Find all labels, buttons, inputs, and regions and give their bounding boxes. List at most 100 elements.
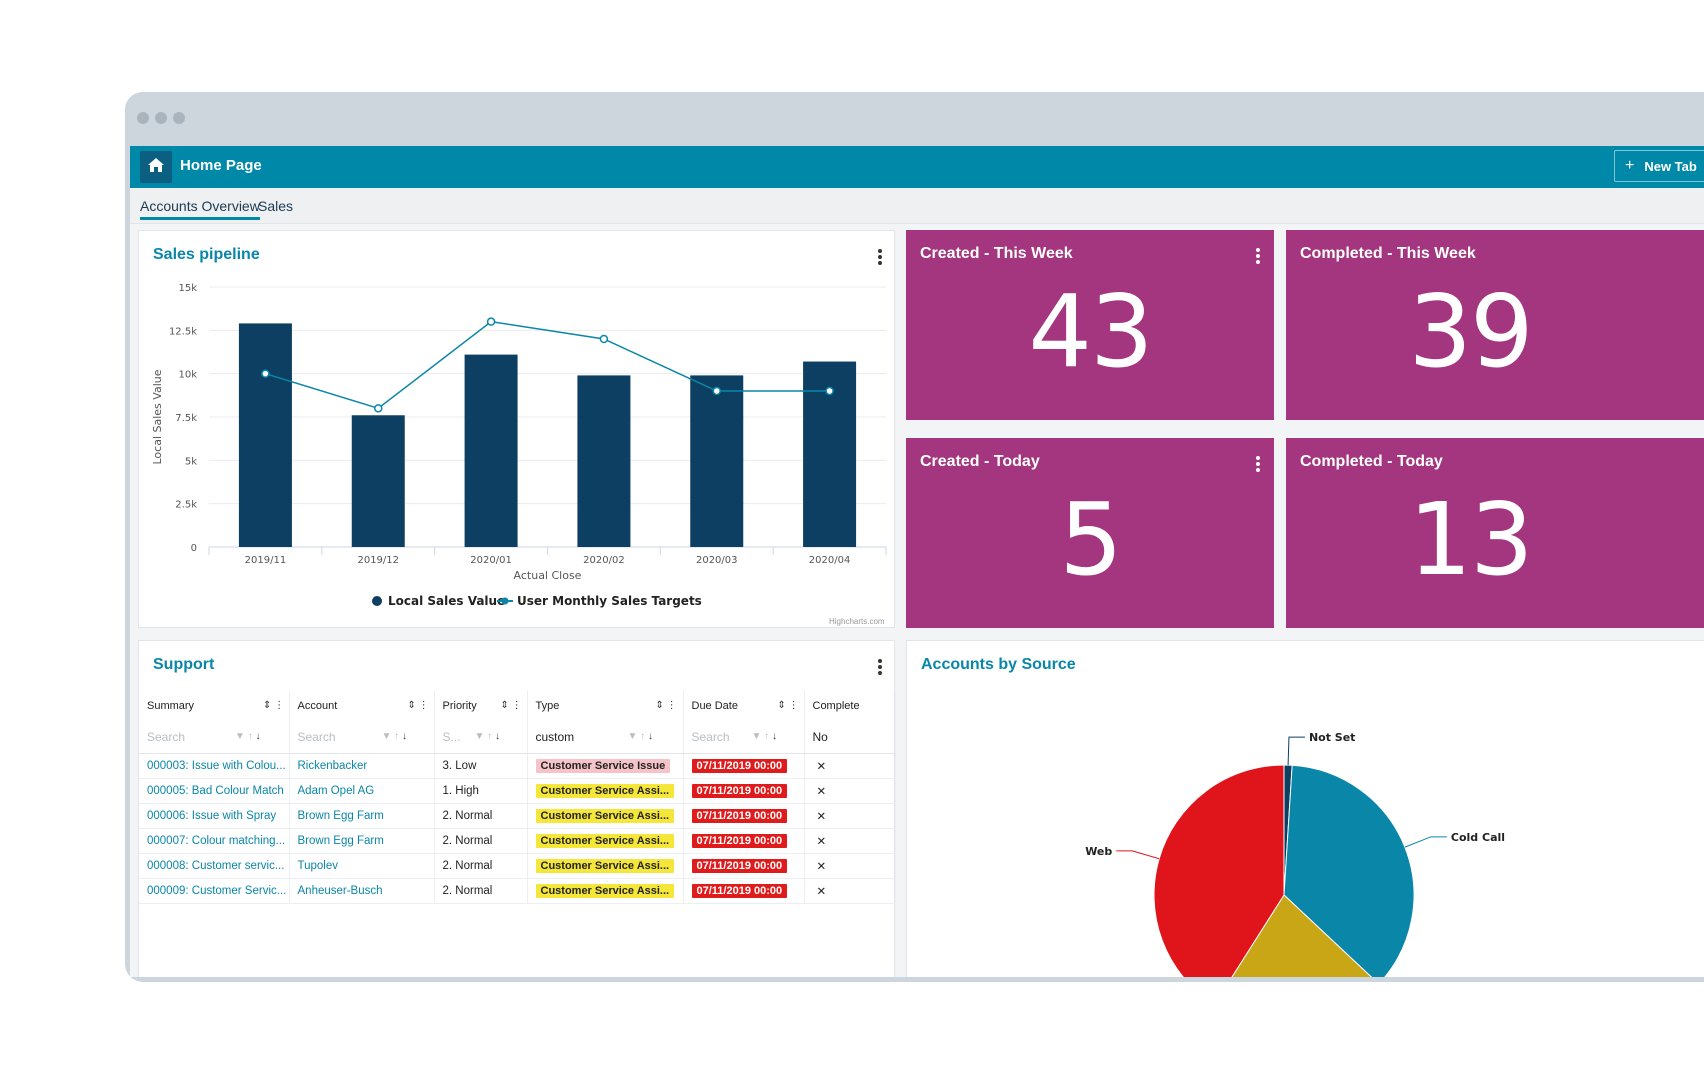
sort-icon[interactable]: ⇕ ⋮ (655, 700, 677, 711)
window-dot-maximize[interactable] (173, 112, 185, 124)
support-title: Support (153, 656, 215, 673)
filter-account[interactable]: Search ▼ ↑ ↓ (289, 721, 435, 754)
type-badge: Customer Service Assi... (535, 833, 675, 848)
cell-complete: ✕ (804, 803, 896, 829)
filter-icon[interactable]: ▼ ↑ ↓ (381, 731, 407, 742)
filter-icon[interactable]: ▼ ↑ ↓ (235, 731, 261, 742)
cell-priority: 3. Low (434, 753, 528, 779)
home-button[interactable] (140, 151, 172, 183)
table-row[interactable]: 000007: Colour matching... Brown Egg Far… (139, 828, 896, 854)
new-tab-label: New Tab (1644, 158, 1697, 174)
sales-pipeline-panel: Sales pipeline 0 2.5k 5k 7.5k 10k 12.5k 15k 201… (138, 230, 895, 628)
cell-due-date: 07/11/2019 00:00 (683, 853, 805, 879)
filter-priority[interactable]: S... ▼ ↑ ↓ (434, 721, 528, 754)
tile-created-today[interactable]: Created - Today 5 (906, 438, 1274, 628)
column-header-account[interactable]: Account ⇕ ⋮ (289, 691, 435, 721)
cell-due-date: 07/11/2019 00:00 (683, 828, 805, 854)
cell-account[interactable]: Brown Egg Farm (289, 803, 435, 829)
plus-icon: + (1625, 157, 1635, 174)
cell-account[interactable]: Adam Opel AG (289, 778, 435, 804)
y-tick-label: 10k (178, 370, 197, 381)
y-tick-label: 15k (178, 283, 197, 294)
table-row[interactable]: 000006: Issue with Spray Brown Egg Farm … (139, 803, 896, 829)
tile-title: Completed - Today (1300, 453, 1443, 470)
x-tick-label: 2020/04 (809, 555, 851, 566)
column-header-type[interactable]: Type ⇕ ⋮ (527, 691, 684, 721)
legend-marker-point (501, 597, 509, 605)
type-badge: Customer Service Assi... (535, 783, 675, 798)
tile-title: Created - Today (920, 453, 1040, 470)
window-dot-close[interactable] (137, 112, 149, 124)
browser-window: Home Page + New Tab Accounts Overview Sa… (125, 92, 1704, 982)
sales-pipeline-menu-icon[interactable] (878, 249, 882, 267)
tile-menu-icon[interactable] (1256, 248, 1260, 266)
table-row[interactable]: 000009: Customer Servic... Anheuser-Busc… (139, 878, 896, 904)
tile-created-this-week[interactable]: Created - This Week 43 (906, 230, 1274, 420)
cell-complete: ✕ (804, 778, 896, 804)
bar (238, 323, 292, 547)
tile-completed-this-week[interactable]: Completed - This Week 39 (1286, 230, 1704, 420)
sort-icon[interactable]: ⇕ ⋮ (777, 700, 799, 711)
table-row[interactable]: 000008: Customer servic... Tupolev 2. No… (139, 853, 896, 879)
target-point (486, 317, 496, 326)
cell-type: Customer Service Assi... (527, 803, 684, 829)
due-date-badge: 07/11/2019 00:00 (691, 858, 788, 873)
cell-summary[interactable]: 000005: Bad Colour Match (139, 778, 290, 804)
filter-complete[interactable]: No (804, 721, 896, 754)
legend-marker-bar (372, 596, 382, 606)
cell-type: Customer Service Issue (527, 753, 684, 779)
cell-summary[interactable]: 000006: Issue with Spray (139, 803, 290, 829)
filter-icon[interactable]: ▼ ↑ ↓ (627, 731, 653, 742)
cell-type: Customer Service Assi... (527, 878, 684, 904)
window-dot-minimize[interactable] (155, 112, 167, 124)
cell-due-date: 07/11/2019 00:00 (683, 778, 805, 804)
cell-complete: ✕ (804, 853, 896, 879)
filter-icon[interactable]: ▼ ↑ ↓ (751, 731, 777, 742)
support-menu-icon[interactable] (878, 659, 882, 677)
cell-account[interactable]: Tupolev (289, 853, 435, 879)
pie-slice (1231, 894, 1373, 977)
column-header-summary[interactable]: Summary ⇕ ⋮ (139, 691, 290, 721)
filter-icon[interactable]: ▼ ↑ ↓ (474, 731, 500, 742)
type-badge: Customer Service Assi... (535, 883, 675, 898)
table-row[interactable]: 000005: Bad Colour Match Adam Opel AG 1.… (139, 778, 896, 804)
cell-summary[interactable]: 000007: Colour matching... (139, 828, 290, 854)
pie-connector (1116, 850, 1160, 860)
tile-completed-today[interactable]: Completed - Today 13 (1286, 438, 1704, 628)
cell-due-date: 07/11/2019 00:00 (683, 753, 805, 779)
pie-slice (1283, 764, 1415, 977)
target-point (374, 404, 383, 413)
cell-account[interactable]: Brown Egg Farm (289, 828, 435, 854)
tile-menu-icon[interactable] (1256, 456, 1260, 474)
filter-type[interactable]: custom ▼ ↑ ↓ (527, 721, 684, 754)
top-bar: Home Page + New Tab (130, 146, 1704, 188)
cell-type: Customer Service Assi... (527, 778, 684, 804)
subtab-bar: Accounts Overview Sales (130, 188, 1704, 224)
cell-due-date: 07/11/2019 00:00 (683, 878, 805, 904)
x-tick-label: 2020/03 (696, 555, 738, 566)
filter-summary[interactable]: Search ▼ ↑ ↓ (139, 721, 290, 754)
cell-complete: ✕ (804, 828, 896, 854)
tab-accounts-overview[interactable]: Accounts Overview (140, 198, 260, 220)
table-row[interactable]: 000003: Issue with Colou... Rickenbacker… (139, 753, 896, 779)
cell-summary[interactable]: 000008: Customer servic... (139, 853, 290, 879)
table-header-row: Summary ⇕ ⋮ Account ⇕ ⋮ Priority ⇕ ⋮ Type ⇕ … (139, 691, 896, 721)
tab-sales[interactable]: Sales (258, 198, 294, 214)
column-header-complete[interactable]: Complete (804, 691, 896, 721)
cell-priority: 2. Normal (434, 853, 528, 879)
new-tab-button[interactable]: + New Tab (1614, 150, 1704, 182)
cell-due-date: 07/11/2019 00:00 (683, 803, 805, 829)
column-header-priority[interactable]: Priority ⇕ ⋮ (434, 691, 528, 721)
sort-icon[interactable]: ⇕ ⋮ (407, 700, 429, 711)
tile-value: 39 (1408, 273, 1533, 390)
cell-summary[interactable]: 000009: Customer Servic... (139, 878, 290, 904)
cell-summary[interactable]: 000003: Issue with Colou... (139, 753, 290, 779)
y-tick-label: 12.5k (169, 326, 197, 337)
sort-icon[interactable]: ⇕ ⋮ (500, 700, 522, 711)
cell-account[interactable]: Rickenbacker (289, 753, 435, 779)
sort-icon[interactable]: ⇕ ⋮ (263, 700, 285, 711)
cell-account[interactable]: Anheuser-Busch (289, 878, 435, 904)
y-tick-label: 2.5k (175, 500, 197, 511)
filter-due-date[interactable]: Search ▼ ↑ ↓ (683, 721, 805, 754)
column-header-due-date[interactable]: Due Date ⇕ ⋮ (683, 691, 805, 721)
